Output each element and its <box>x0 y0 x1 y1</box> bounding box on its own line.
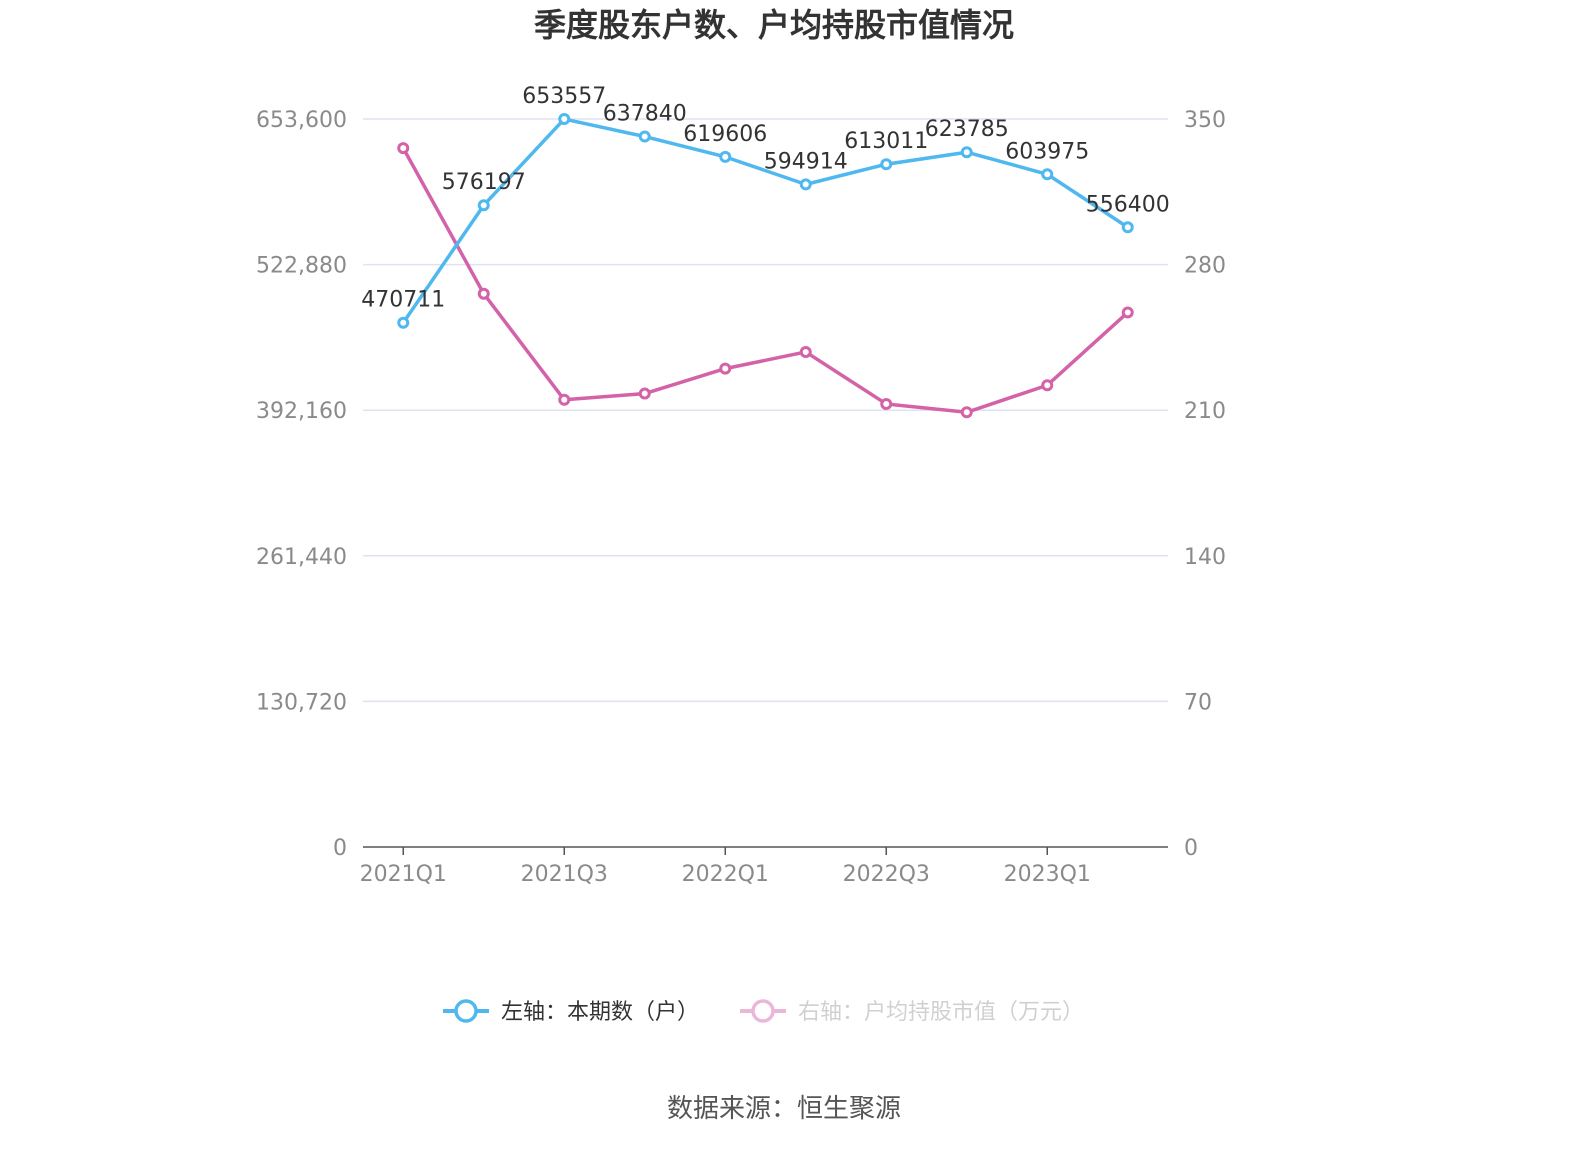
x-tick-label: 2023Q1 <box>1004 862 1091 887</box>
series-0-point <box>638 130 651 143</box>
x-tick-label: 2021Q1 <box>360 862 447 887</box>
y-axis-left: 0 130,720 261,440 392,160 522,880 653,600 <box>256 108 347 861</box>
y-right-tick-label: 350 <box>1184 108 1226 133</box>
series-0-point <box>477 199 490 212</box>
data-labels: 470711 576197 6535576378406196065949146130… <box>361 84 1169 313</box>
series-0-point <box>397 316 410 329</box>
y-axis-right: 0 70 140 210 280 350 <box>1184 108 1226 861</box>
series-1-point <box>719 362 732 375</box>
series-group <box>397 113 1134 419</box>
data-label: 653557 <box>522 84 606 109</box>
data-label: 623785 <box>925 117 1009 142</box>
y-left-tick-label: 392,160 <box>256 399 347 424</box>
y-left-tick-label: 261,440 <box>256 545 347 570</box>
series-1-point <box>1041 379 1054 392</box>
x-axis: 2021Q1 2021Q3 2022Q1 2022Q3 2023Q1 <box>360 846 1168 887</box>
x-tick-label: 2021Q3 <box>521 862 608 887</box>
series-1-point <box>960 406 973 419</box>
series-1-point <box>638 387 651 400</box>
legend-swatch-marker <box>454 999 478 1023</box>
series-1-point <box>799 345 812 358</box>
data-label: 470711 <box>361 288 445 313</box>
legend[interactable]: 左轴：本期数（户） 右轴：户均持股市值（万元） <box>443 999 1084 1025</box>
data-label: 576197 <box>442 170 526 195</box>
y-right-tick-label: 0 <box>1184 836 1198 861</box>
x-tick-label: 2022Q1 <box>682 862 769 887</box>
data-label: 637840 <box>603 102 687 127</box>
series-1-point <box>397 142 410 155</box>
data-label: 556400 <box>1086 192 1170 217</box>
legend-label: 左轴：本期数（户） <box>501 1000 699 1025</box>
legend-label: 右轴：户均持股市值（万元） <box>798 1000 1084 1025</box>
series-0-point <box>1041 168 1054 181</box>
series-line-1 <box>401 147 1129 415</box>
source-note: 数据来源：恒生聚源 <box>667 1094 901 1124</box>
y-right-tick-label: 140 <box>1184 545 1226 570</box>
chart-title: 季度股东户数、户均持股市值情况 <box>534 6 1014 44</box>
series-1-point <box>1121 306 1134 319</box>
y-left-tick-label: 0 <box>333 836 347 861</box>
series-1-point <box>880 397 893 410</box>
data-label: 603975 <box>1005 139 1089 164</box>
grid-lines <box>363 118 1168 703</box>
y-left-tick-label: 522,880 <box>256 254 347 279</box>
series-line-0 <box>401 117 1129 324</box>
y-right-tick-label: 210 <box>1184 399 1226 424</box>
legend-swatch-marker <box>751 999 775 1023</box>
series-1-point <box>558 393 571 406</box>
series-0-point <box>1121 221 1134 234</box>
y-right-tick-label: 280 <box>1184 254 1226 279</box>
series-0-point <box>799 178 812 191</box>
series-1-point <box>477 287 490 300</box>
y-left-tick-label: 653,600 <box>256 108 347 133</box>
series-0-point <box>719 150 732 163</box>
y-left-tick-label: 130,720 <box>256 690 347 715</box>
series-0-point <box>558 113 571 126</box>
y-right-tick-label: 70 <box>1184 690 1212 715</box>
data-label: 619606 <box>683 122 767 147</box>
series-0-point <box>880 158 893 171</box>
x-tick-label: 2022Q3 <box>843 862 930 887</box>
legend-item-1[interactable]: 右轴：户均持股市值（万元） <box>740 999 1084 1025</box>
data-label: 594914 <box>764 149 848 174</box>
series-0-point <box>960 146 973 159</box>
legend-item-0[interactable]: 左轴：本期数（户） <box>443 999 699 1025</box>
data-label: 613011 <box>844 129 928 154</box>
